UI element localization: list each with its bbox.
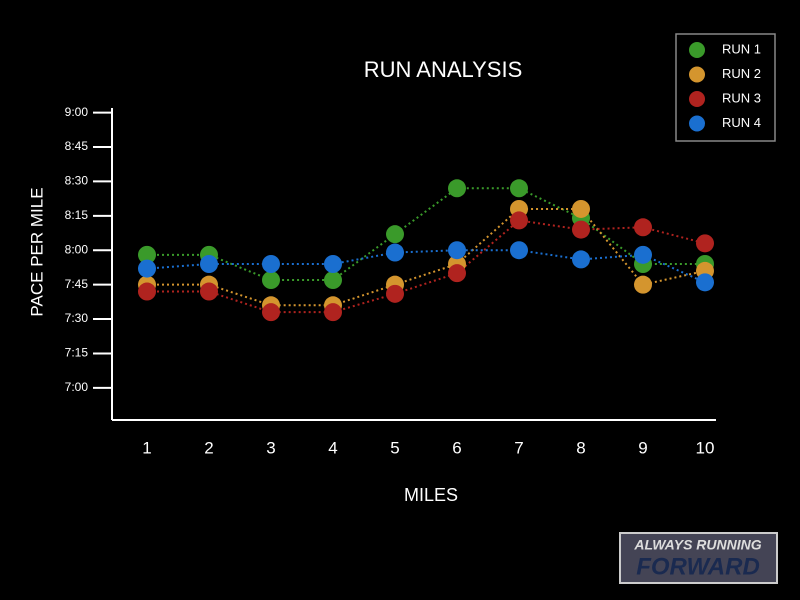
point	[448, 264, 466, 283]
point	[138, 282, 156, 301]
logo-text: ALWAYS RUNNING	[633, 537, 761, 553]
logo-text: FORWARD	[636, 553, 760, 580]
point	[634, 218, 652, 237]
legend-marker	[689, 91, 705, 107]
legend-label: RUN 3	[722, 90, 761, 105]
y-tick-label: 9:00	[65, 105, 89, 119]
point	[696, 273, 714, 292]
point	[324, 255, 342, 273]
point	[510, 211, 528, 230]
point	[138, 259, 156, 278]
y-axis-label: PACE PER MILE	[27, 187, 46, 316]
x-tick-label: 7	[514, 438, 523, 457]
point	[572, 250, 590, 269]
point	[386, 243, 404, 262]
point	[262, 303, 280, 322]
point	[200, 255, 218, 273]
y-tick-label: 8:15	[65, 208, 89, 222]
legend-label: RUN 1	[722, 41, 761, 56]
point	[324, 271, 342, 290]
point	[262, 271, 280, 290]
x-tick-label: 2	[204, 438, 213, 457]
logo: ALWAYS RUNNING FORWARD	[619, 532, 778, 584]
point	[510, 179, 528, 198]
point	[386, 225, 404, 244]
legend-marker	[689, 42, 705, 58]
point	[510, 241, 528, 260]
series-line	[147, 187, 705, 282]
y-tick-label: 7:30	[65, 311, 89, 325]
y-tick-label: 8:00	[65, 242, 89, 256]
x-axis-label: MILES	[404, 485, 458, 505]
point	[138, 245, 156, 264]
y-tick-label: 8:30	[65, 174, 89, 188]
logo-box	[619, 532, 778, 584]
chart-title: RUN ANALYSIS	[364, 57, 523, 82]
y-tick-label: 7:00	[65, 380, 89, 394]
legend-marker	[689, 66, 705, 83]
series-line	[147, 219, 706, 314]
x-tick-label: 8	[576, 438, 585, 457]
x-tick-label: 6	[452, 438, 461, 457]
x-tick-label: 3	[266, 438, 275, 457]
y-tick-label: 8:45	[65, 139, 89, 153]
point	[634, 245, 652, 264]
legend-label: RUN 2	[722, 66, 761, 81]
y-tick-label: 7:15	[65, 346, 89, 360]
point	[634, 275, 652, 294]
point	[262, 255, 280, 273]
x-tick-label: 4	[328, 438, 337, 457]
legend-label: RUN 4	[722, 115, 761, 130]
point	[324, 303, 342, 322]
point	[696, 234, 714, 253]
x-tick-label: 9	[638, 438, 647, 457]
point	[572, 220, 590, 239]
legend-marker	[689, 115, 705, 132]
x-tick-label: 5	[390, 438, 399, 457]
point	[448, 179, 466, 198]
point	[200, 282, 218, 301]
x-tick-label: 1	[142, 438, 151, 457]
y-tick-label: 7:45	[65, 277, 89, 291]
point	[572, 199, 590, 218]
point	[448, 241, 466, 260]
x-tick-label: 10	[696, 438, 715, 457]
series-line	[146, 249, 706, 284]
point	[386, 284, 404, 303]
